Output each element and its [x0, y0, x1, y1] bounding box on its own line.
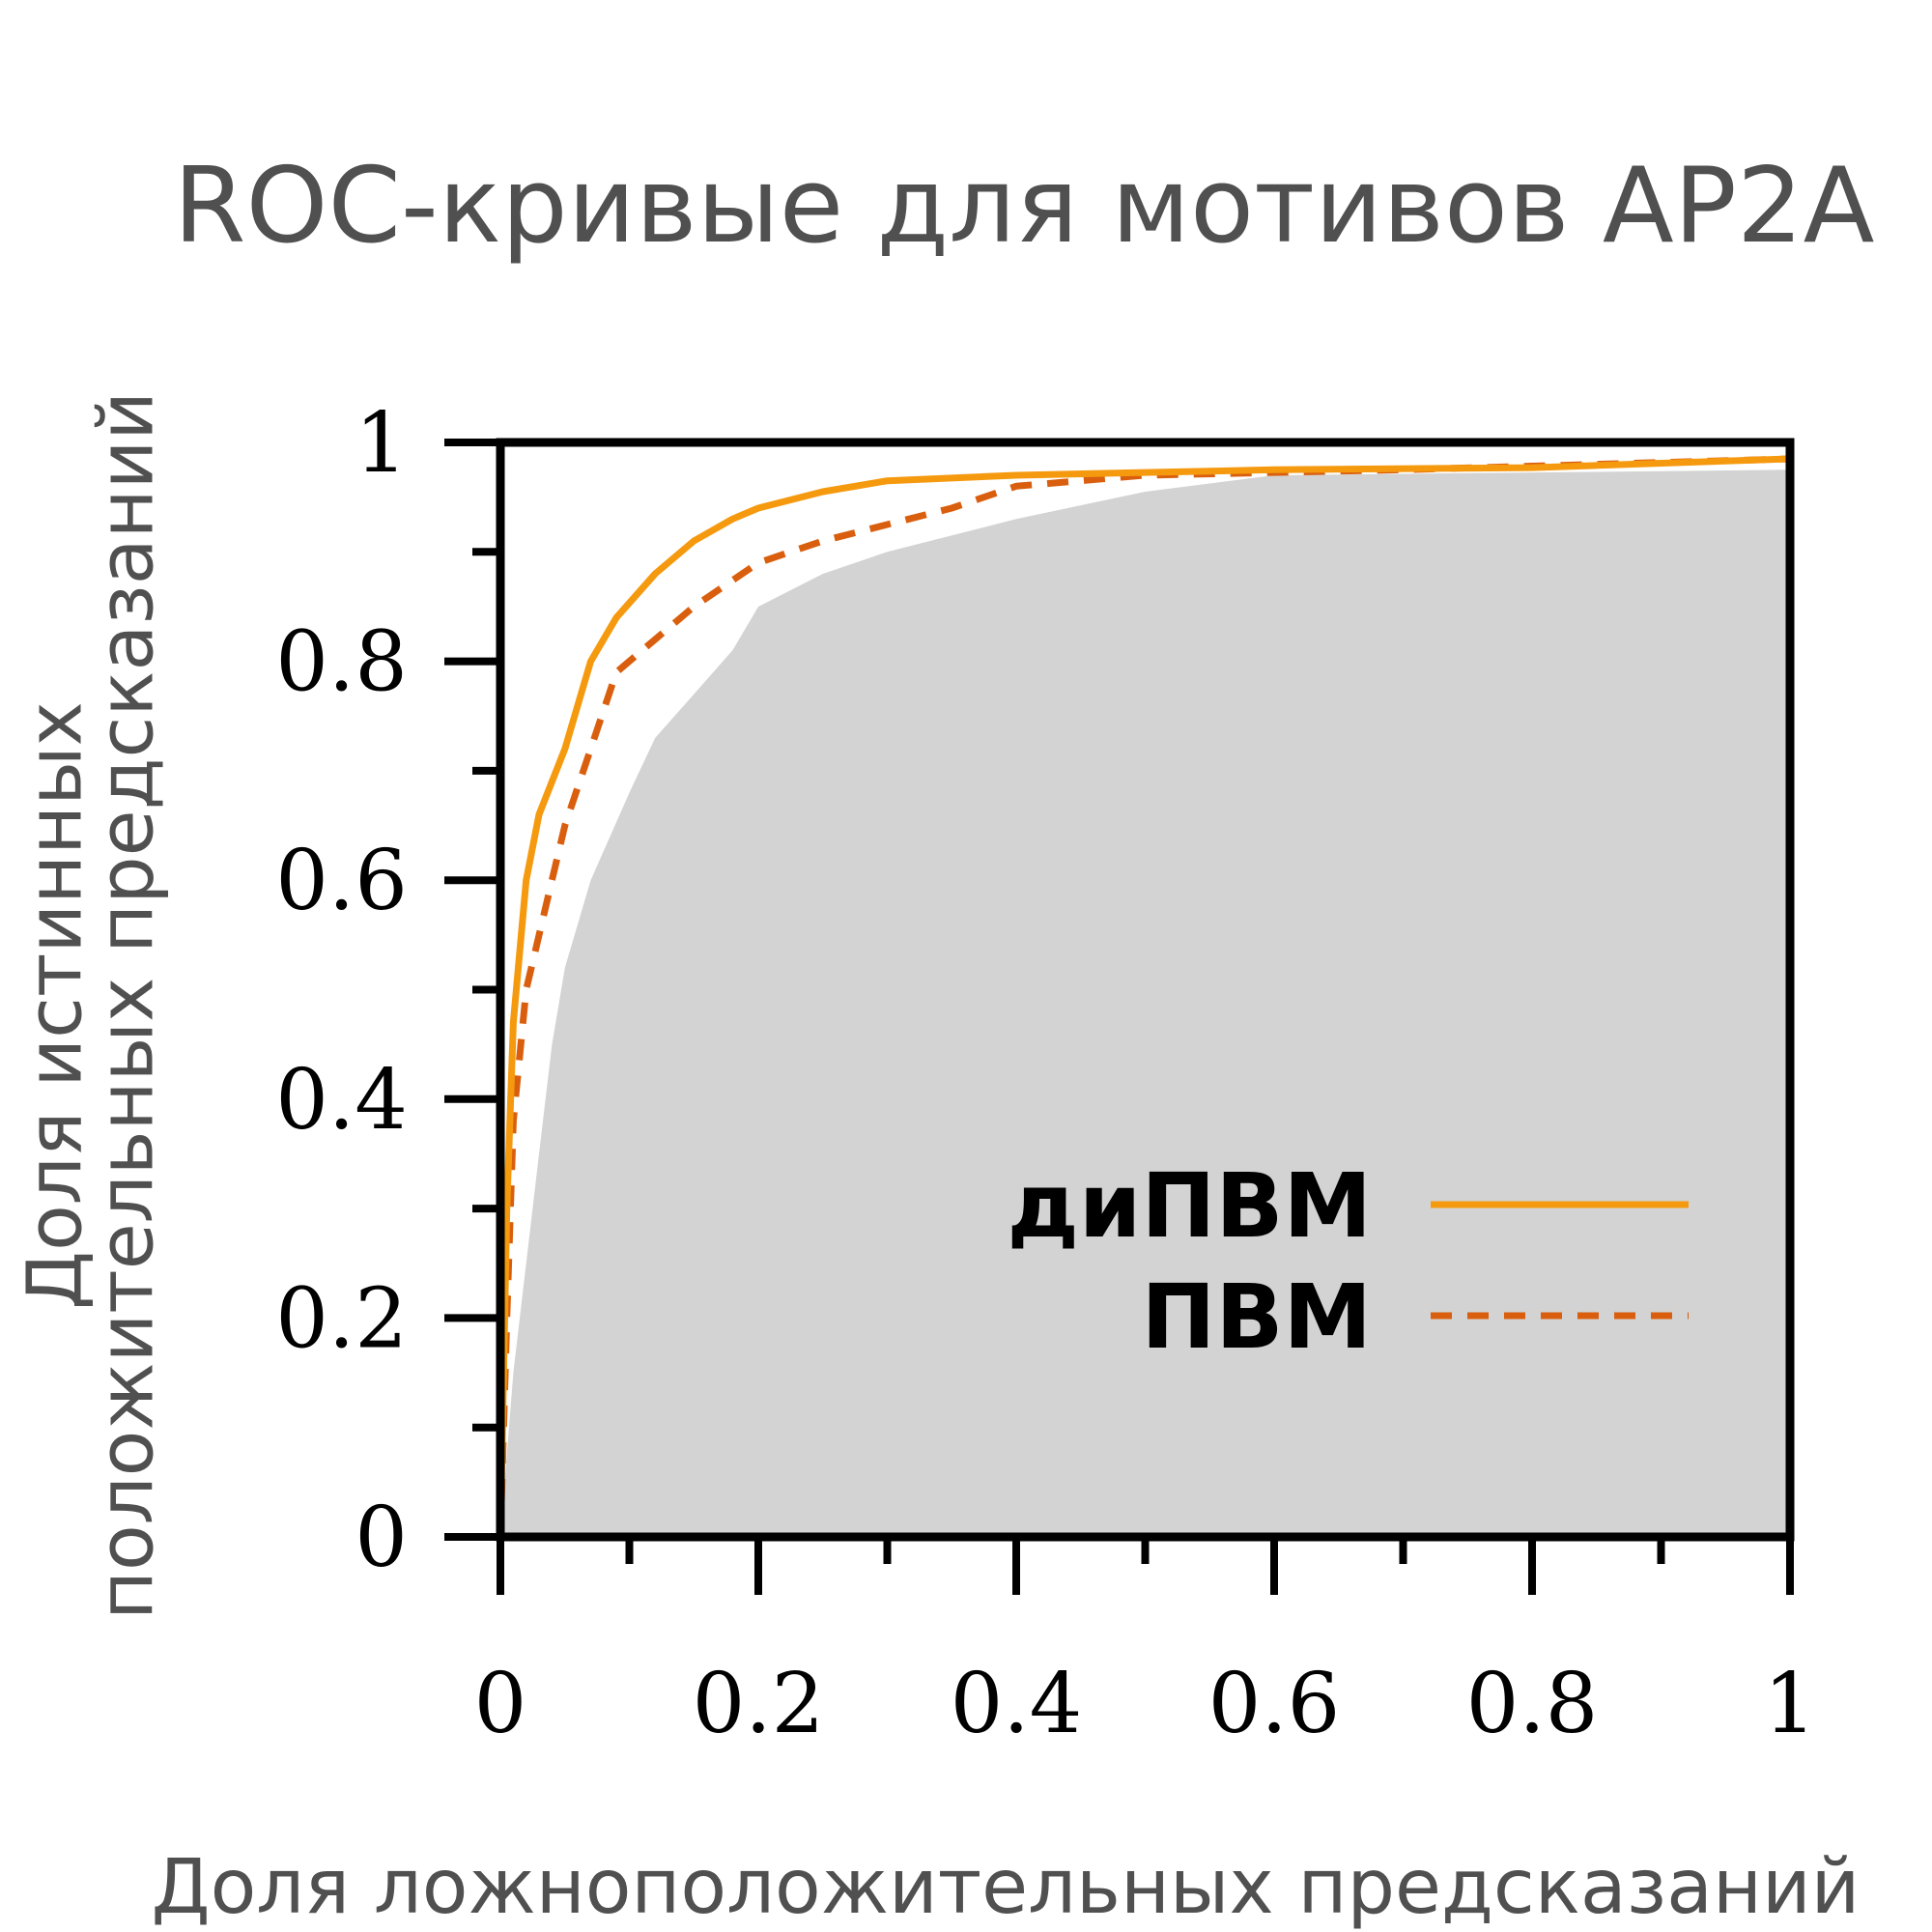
legend-label: диПВМ: [1008, 1154, 1372, 1258]
y-tick-label: 0.6: [275, 833, 408, 929]
y-tick-label: 0.4: [275, 1052, 408, 1149]
x-tick-label: 1: [1764, 1656, 1817, 1752]
legend-label: ПВМ: [1141, 1265, 1372, 1369]
x-tick-label: 0: [474, 1656, 527, 1752]
y-tick-label: 0.2: [275, 1270, 408, 1367]
line: [497, 455, 1791, 1538]
x-axis-label: Доля ложноположительных предсказаний: [152, 1844, 1861, 1931]
x-tick-label: 0.4: [951, 1656, 1083, 1752]
area: [500, 469, 1790, 1537]
chart-title: ROC-кривые для мотивов AP2A: [173, 146, 1874, 267]
x-tick-label: 0.8: [1466, 1656, 1599, 1752]
x-tick-label: 0.2: [693, 1656, 825, 1752]
y-tick-label: 0.8: [275, 614, 408, 711]
y-axis-label: положительных предсказаний: [83, 391, 170, 1620]
line: [497, 455, 1791, 1538]
y-tick-label: 0: [355, 1490, 408, 1586]
x-tick-label: 0.6: [1208, 1656, 1341, 1752]
y-axis-label: Доля истинных: [12, 701, 99, 1310]
y-tick-label: 1: [355, 395, 408, 492]
